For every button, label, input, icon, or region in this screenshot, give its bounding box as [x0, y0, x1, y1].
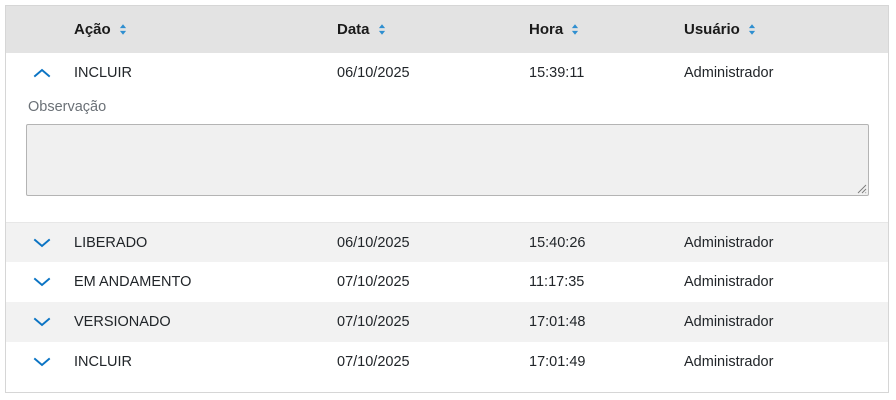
- row-cell-acao: EM ANDAMENTO: [74, 274, 192, 290]
- table-row[interactable]: VERSIONADO 07/10/2025 17:01:48 Administr…: [6, 302, 888, 342]
- row-cell-usuario: Administrador: [684, 234, 774, 251]
- row-toggle-button[interactable]: [6, 236, 74, 250]
- sort-icon[interactable]: [570, 22, 580, 37]
- sort-icon[interactable]: [377, 22, 387, 37]
- table-header-row: Ação Data Hora: [6, 6, 888, 53]
- row-cell-data: 06/10/2025: [337, 234, 410, 251]
- row-cell-hora: 17:01:48: [529, 314, 586, 330]
- row-detail-panel: Observação: [6, 93, 888, 212]
- row-toggle-button[interactable]: [6, 275, 74, 289]
- chevron-up-icon: [33, 68, 51, 78]
- row-toggle-button[interactable]: [6, 315, 74, 329]
- chevron-down-icon: [33, 238, 51, 247]
- row-cell-hora: 11:17:35: [529, 274, 585, 290]
- row-cell-data: 07/10/2025: [337, 354, 410, 370]
- column-header-usuario-label: Usuário: [684, 21, 740, 38]
- column-header-data[interactable]: Data: [337, 21, 529, 38]
- row-cell-acao: INCLUIR: [74, 354, 133, 370]
- row-cell-usuario: Administrador: [684, 274, 774, 290]
- sort-icon[interactable]: [118, 22, 128, 37]
- row-cell-usuario: Administrador: [684, 314, 774, 330]
- row-cell-data: 07/10/2025: [337, 274, 410, 290]
- column-header-data-label: Data: [337, 21, 370, 38]
- row-cell-hora: 17:01:49: [529, 354, 586, 370]
- observacao-label: Observação: [28, 99, 107, 115]
- row-toggle-button[interactable]: [6, 355, 74, 369]
- table-row[interactable]: LIBERADO 06/10/2025 15:40:26 Administrad…: [6, 222, 888, 262]
- column-header-acao[interactable]: Ação: [74, 21, 337, 38]
- table-row[interactable]: INCLUIR 07/10/2025 17:01:49 Administrado…: [6, 342, 888, 382]
- chevron-down-icon: [33, 357, 51, 367]
- row-cell-acao: LIBERADO: [74, 234, 148, 251]
- row-cell-hora: 15:40:26: [529, 234, 586, 251]
- row-cell-acao: VERSIONADO: [74, 314, 171, 330]
- column-header-usuario[interactable]: Usuário: [684, 21, 888, 38]
- row-cell-data: 06/10/2025: [337, 65, 410, 81]
- column-header-hora-label: Hora: [529, 21, 564, 38]
- observacao-field-wrapper: [26, 124, 869, 196]
- row-cell-usuario: Administrador: [684, 65, 774, 81]
- chevron-down-icon: [33, 317, 51, 327]
- row-cell-hora: 15:39:11: [529, 65, 585, 81]
- table-row[interactable]: EM ANDAMENTO 07/10/2025 11:17:35 Adminis…: [6, 262, 888, 302]
- detail-spacer: [6, 212, 888, 222]
- row-cell-acao: INCLUIR: [74, 65, 133, 81]
- chevron-down-icon: [33, 277, 51, 287]
- column-header-acao-label: Ação: [74, 21, 111, 38]
- table-row[interactable]: INCLUIR 06/10/2025 15:39:11 Administrado…: [6, 53, 888, 93]
- row-cell-usuario: Administrador: [684, 354, 774, 370]
- row-cell-data: 07/10/2025: [337, 314, 410, 330]
- sort-icon[interactable]: [747, 22, 757, 37]
- column-header-hora[interactable]: Hora: [529, 21, 684, 38]
- observacao-textarea[interactable]: [27, 125, 868, 195]
- historico-table: Ação Data Hora: [5, 5, 889, 393]
- row-toggle-button[interactable]: [6, 66, 74, 80]
